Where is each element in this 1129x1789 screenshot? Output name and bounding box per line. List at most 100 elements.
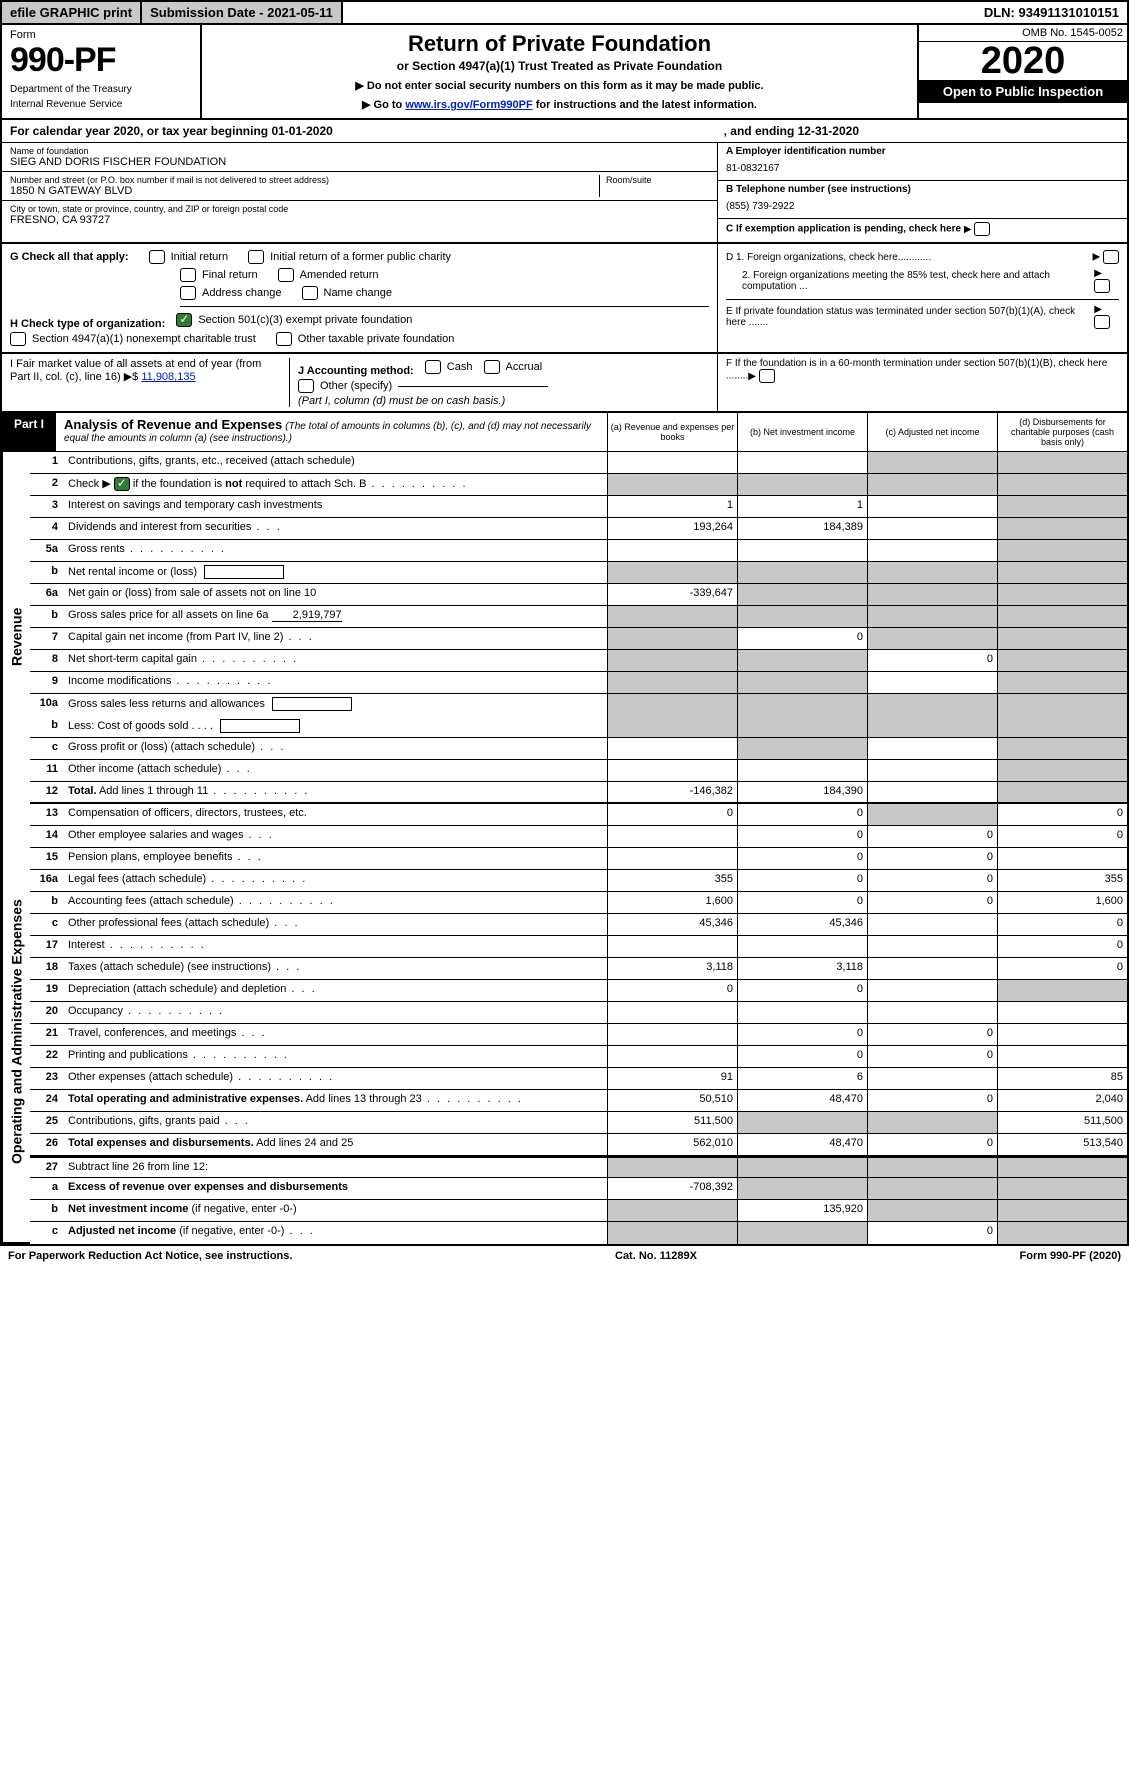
cell-c bbox=[867, 452, 997, 473]
cell-d bbox=[997, 540, 1127, 561]
part1-title: Analysis of Revenue and Expenses (The to… bbox=[56, 413, 607, 451]
table-row: 24Total operating and administrative exp… bbox=[30, 1090, 1127, 1112]
cell-b bbox=[737, 936, 867, 957]
cell-b bbox=[737, 760, 867, 781]
cell-a bbox=[607, 1200, 737, 1221]
cell-b: 135,920 bbox=[737, 1200, 867, 1221]
cell-a bbox=[607, 672, 737, 693]
cell-c bbox=[867, 606, 997, 627]
checkbox-sch-b[interactable] bbox=[114, 477, 130, 491]
checkbox-initial-former[interactable] bbox=[248, 250, 264, 264]
cell-d bbox=[997, 716, 1127, 737]
row-label: Other employee salaries and wages bbox=[64, 826, 607, 847]
checkbox-501c3[interactable] bbox=[176, 313, 192, 327]
table-row: 8Net short-term capital gain0 bbox=[30, 650, 1127, 672]
row-number: 8 bbox=[30, 650, 64, 671]
ein-value: 81-0832167 bbox=[726, 163, 1119, 174]
cell-b bbox=[737, 672, 867, 693]
checkbox-cash[interactable] bbox=[425, 360, 441, 374]
cell-c bbox=[867, 496, 997, 517]
section-ij: I Fair market value of all assets at end… bbox=[0, 354, 1129, 413]
cell-d bbox=[997, 738, 1127, 759]
cell-a bbox=[607, 562, 737, 583]
row-number: 20 bbox=[30, 1002, 64, 1023]
efile-label: efile GRAPHIC print bbox=[2, 2, 142, 23]
checkbox-other-method[interactable] bbox=[298, 379, 314, 393]
row-number: 13 bbox=[30, 804, 64, 825]
row-label: Legal fees (attach schedule) bbox=[64, 870, 607, 891]
cell-b: 48,470 bbox=[737, 1134, 867, 1155]
row-label: Gross rents bbox=[64, 540, 607, 561]
row-number: 21 bbox=[30, 1024, 64, 1045]
checkbox-other-taxable[interactable] bbox=[276, 332, 292, 346]
checkbox-final-return[interactable] bbox=[180, 268, 196, 282]
cell-a bbox=[607, 694, 737, 716]
cell-a: 0 bbox=[607, 980, 737, 1001]
cell-c: 0 bbox=[867, 826, 997, 847]
checkbox-accrual[interactable] bbox=[484, 360, 500, 374]
checkbox-initial-return[interactable] bbox=[149, 250, 165, 264]
foundation-name-row: Name of foundation SIEG AND DORIS FISCHE… bbox=[2, 143, 717, 172]
cell-b bbox=[737, 562, 867, 583]
checkbox-name-change[interactable] bbox=[302, 286, 318, 300]
calendar-year-row: For calendar year 2020, or tax year begi… bbox=[0, 120, 1129, 143]
checkbox-e[interactable] bbox=[1094, 315, 1110, 329]
cell-a bbox=[607, 1158, 737, 1177]
cell-a: 1,600 bbox=[607, 892, 737, 913]
row-label: Other professional fees (attach schedule… bbox=[64, 914, 607, 935]
row-label: Capital gain net income (from Part IV, l… bbox=[64, 628, 607, 649]
cell-d bbox=[997, 760, 1127, 781]
checkbox-f[interactable] bbox=[759, 369, 775, 383]
phone-value: (855) 739-2922 bbox=[726, 201, 1119, 212]
cell-d: 0 bbox=[997, 804, 1127, 825]
cell-c: 0 bbox=[867, 1024, 997, 1045]
cell-c bbox=[867, 716, 997, 737]
checkbox-amended-return[interactable] bbox=[278, 268, 294, 282]
cell-b bbox=[737, 540, 867, 561]
checkbox-address-change[interactable] bbox=[180, 286, 196, 300]
cell-d bbox=[997, 1222, 1127, 1244]
cell-b: 184,389 bbox=[737, 518, 867, 539]
cell-d bbox=[997, 518, 1127, 539]
checkbox-d2[interactable] bbox=[1094, 279, 1110, 293]
row-label: Pension plans, employee benefits bbox=[64, 848, 607, 869]
cell-d: 0 bbox=[997, 914, 1127, 935]
row-label: Travel, conferences, and meetings bbox=[64, 1024, 607, 1045]
table-row: aExcess of revenue over expenses and dis… bbox=[30, 1178, 1127, 1200]
row-number: b bbox=[30, 562, 64, 583]
checkbox-c[interactable] bbox=[974, 222, 990, 236]
table-row: bGross sales price for all assets on lin… bbox=[30, 606, 1127, 628]
table-row: 22Printing and publications00 bbox=[30, 1046, 1127, 1068]
cell-d bbox=[997, 694, 1127, 716]
table-row: bNet rental income or (loss) bbox=[30, 562, 1127, 584]
cell-c bbox=[867, 540, 997, 561]
row-label: Printing and publications bbox=[64, 1046, 607, 1067]
checkbox-d1[interactable] bbox=[1103, 250, 1119, 264]
row-number: 27 bbox=[30, 1158, 64, 1177]
table-row: 1Contributions, gifts, grants, etc., rec… bbox=[30, 452, 1127, 474]
cell-b: 0 bbox=[737, 848, 867, 869]
foundation-name: SIEG AND DORIS FISCHER FOUNDATION bbox=[10, 156, 709, 168]
row-number: c bbox=[30, 738, 64, 759]
cell-b bbox=[737, 650, 867, 671]
phone-row: B Telephone number (see instructions) (8… bbox=[718, 181, 1127, 219]
cell-d: 0 bbox=[997, 826, 1127, 847]
cell-c bbox=[867, 1178, 997, 1199]
row-label: Dividends and interest from securities bbox=[64, 518, 607, 539]
row-label: Other income (attach schedule) bbox=[64, 760, 607, 781]
note-ssn: Do not enter social security numbers on … bbox=[214, 79, 905, 92]
cell-a bbox=[607, 848, 737, 869]
checkbox-4947a1[interactable] bbox=[10, 332, 26, 346]
note-goto: Go to www.irs.gov/Form990PF for instruct… bbox=[214, 98, 905, 111]
cell-c bbox=[867, 518, 997, 539]
cell-c bbox=[867, 760, 997, 781]
form-number: 990-PF bbox=[10, 41, 192, 80]
dept-treasury: Department of the Treasury bbox=[10, 84, 192, 95]
cell-b: 3,118 bbox=[737, 958, 867, 979]
row-number: 2 bbox=[30, 474, 64, 495]
cell-b: 0 bbox=[737, 826, 867, 847]
entity-block: Name of foundation SIEG AND DORIS FISCHE… bbox=[0, 143, 1129, 244]
form-link[interactable]: www.irs.gov/Form990PF bbox=[405, 99, 532, 111]
cell-d bbox=[997, 1158, 1127, 1177]
cell-d bbox=[997, 672, 1127, 693]
